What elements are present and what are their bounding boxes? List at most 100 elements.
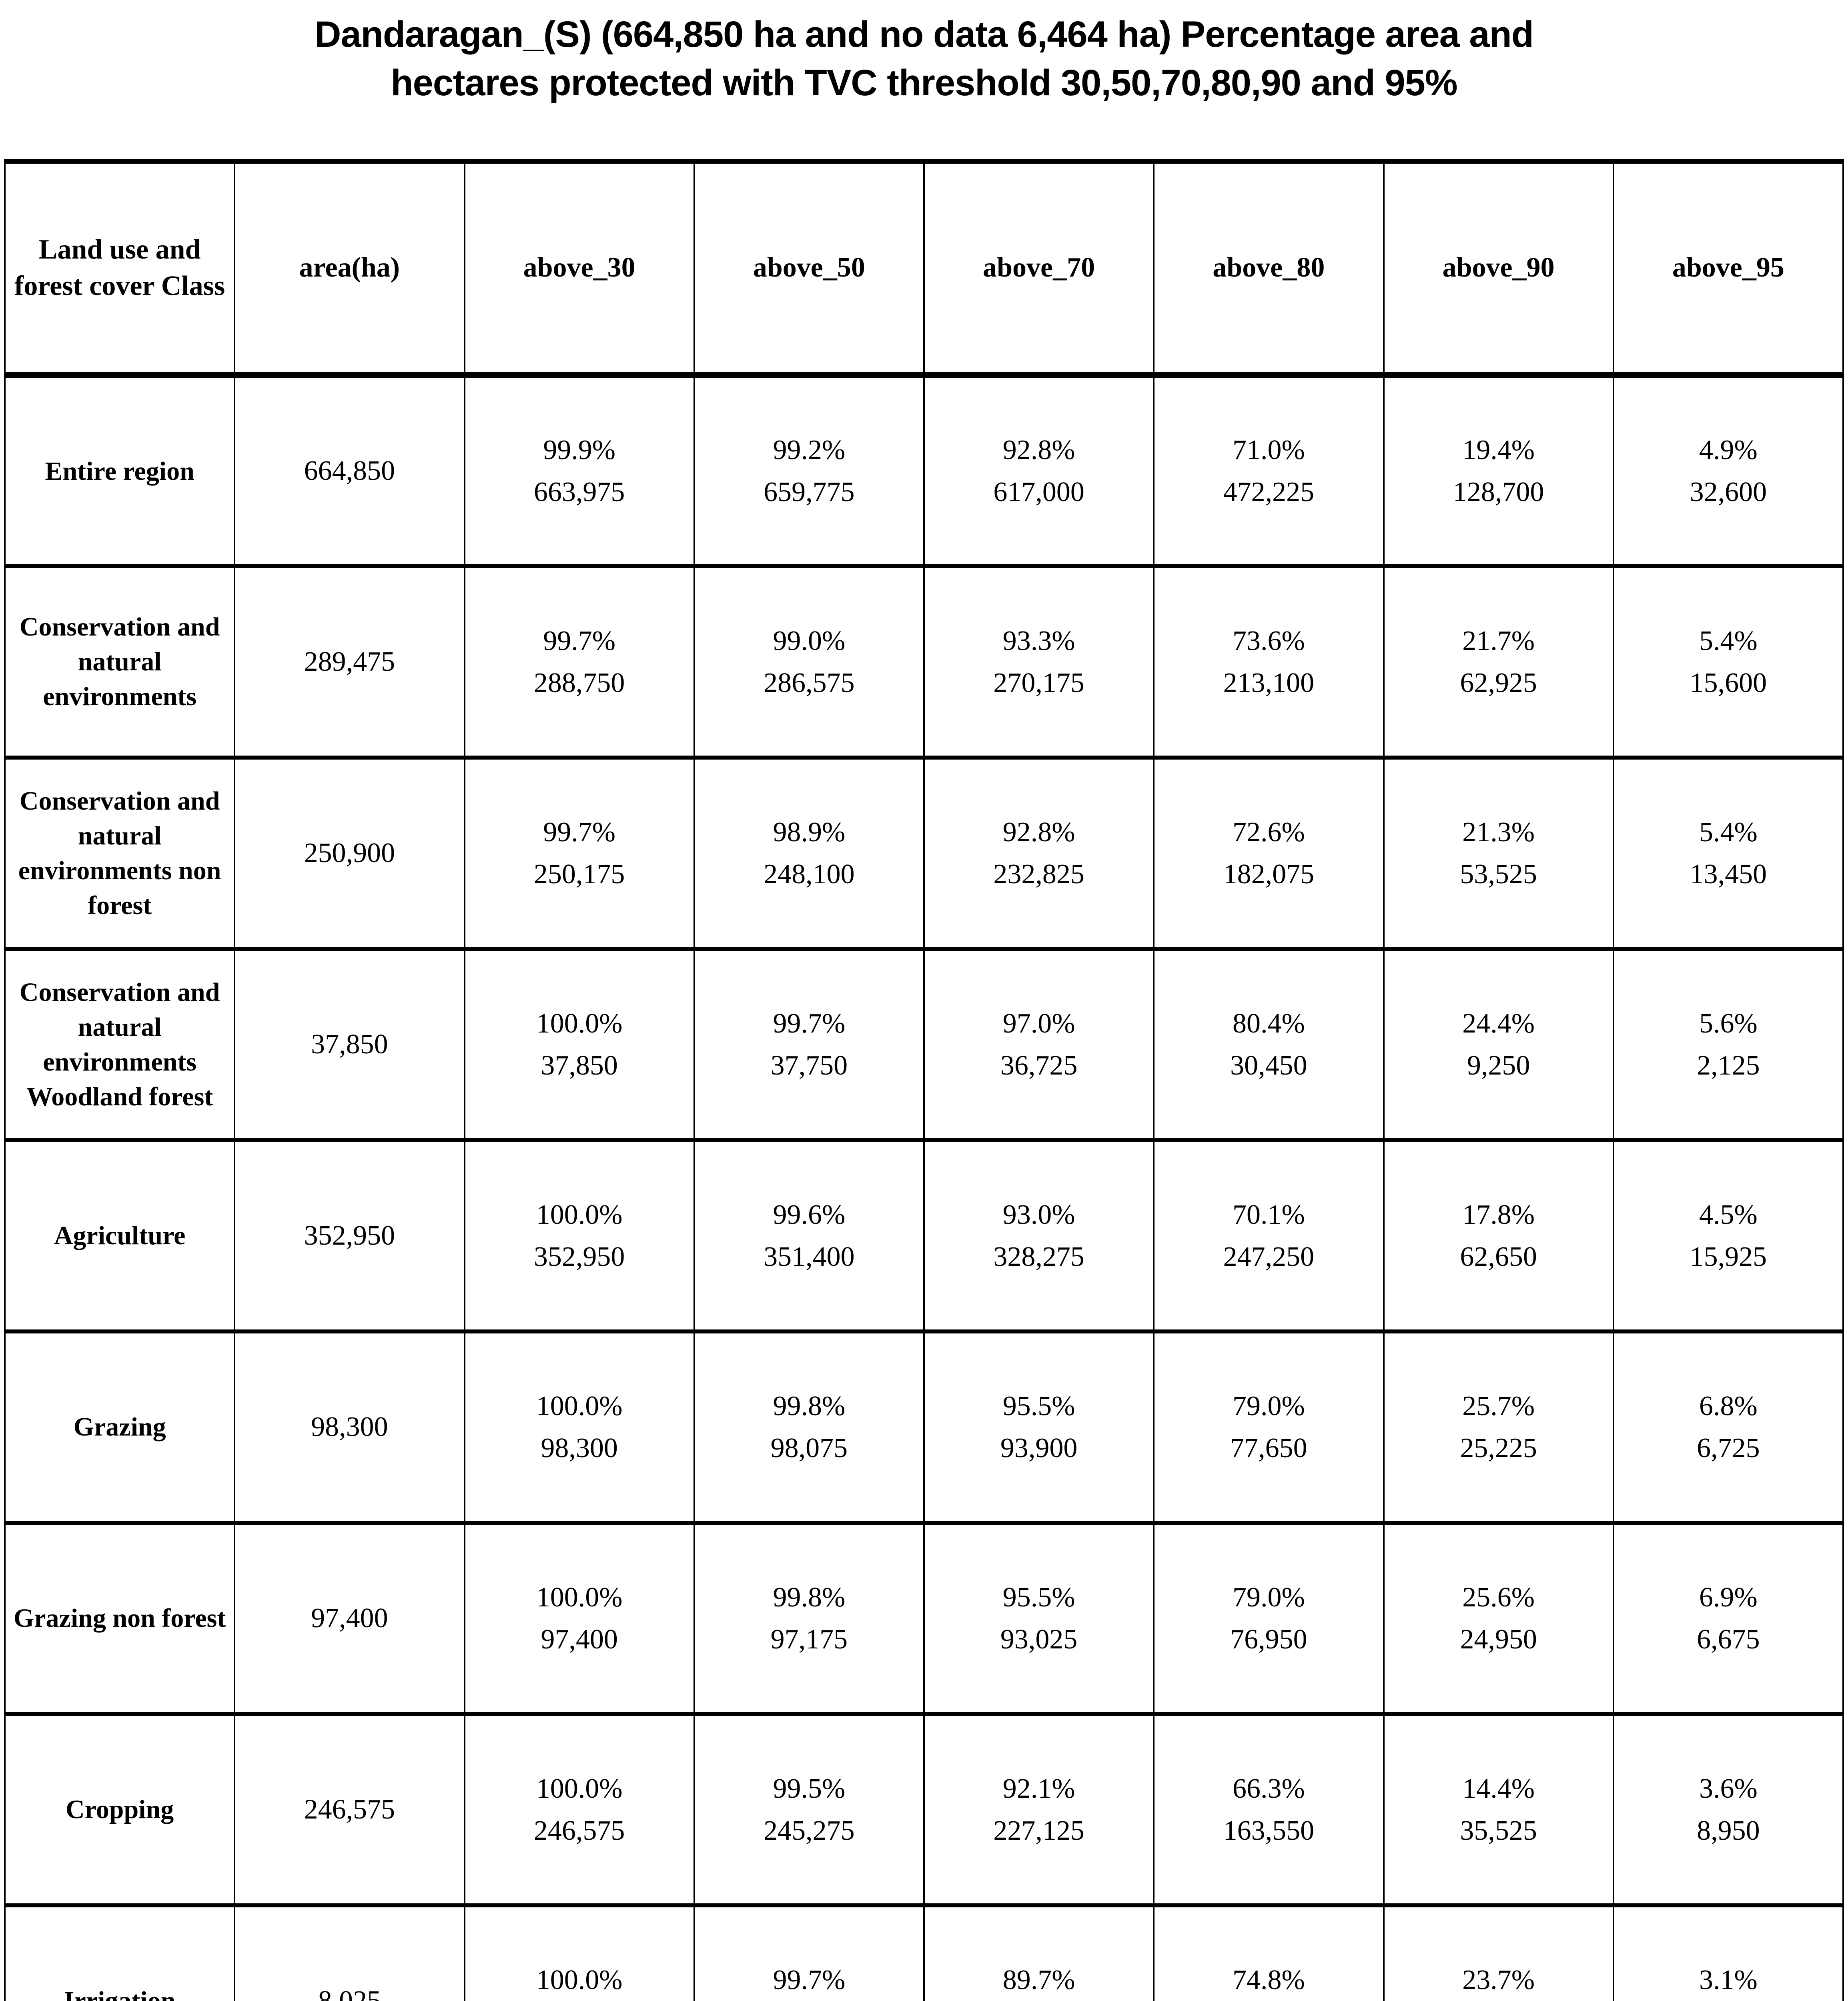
threshold-cell-above_95: 3.1%250 (1612, 1903, 1844, 2001)
percent-value: 99.8% (773, 1390, 846, 1422)
percent-value: 99.9% (543, 435, 616, 466)
percent-value: 99.2% (773, 435, 846, 466)
hectares-value: 76,950 (1230, 1624, 1307, 1655)
column-header-0: Land use and forest cover Class (4, 158, 236, 378)
area-value: 98,300 (234, 1329, 465, 1525)
threshold-cell-above_30: 100.0% 352,950 (463, 1138, 695, 1333)
hectares-value: 93,025 (1000, 1624, 1078, 1655)
threshold-cell-above_50: 99.2% 659,775 (693, 373, 925, 568)
hectares-value: 24,950 (1460, 1624, 1537, 1655)
percent-value: 25.6% (1462, 1582, 1535, 1613)
hectares-value: 286,575 (764, 667, 855, 698)
threshold-cell-above_80: 79.0% 77,650 (1153, 1329, 1385, 1525)
table-row-7: Cropping 246,575 100.0% 246,575 99.5% 245,275… (4, 1712, 1844, 1907)
column-header-5: above_80 (1153, 158, 1385, 378)
hectares-value: 13,450 (1690, 858, 1767, 890)
hectares-value: 98,300 (541, 1432, 618, 1464)
percent-value: 19.4% (1462, 435, 1535, 466)
column-header-3: above_50 (693, 158, 925, 378)
hectares-value: 77,650 (1230, 1432, 1307, 1464)
table-row-8: Irrigation8,025100.0%8,02599.7%8,00089.7… (4, 1903, 1844, 2001)
threshold-cell-above_70: 92.8% 617,000 (923, 373, 1155, 568)
percent-value: 99.7% (773, 1964, 846, 1995)
threshold-cell-above_30: 99.7% 250,175 (463, 755, 695, 951)
hectares-value: 53,525 (1460, 858, 1537, 890)
percent-value: 95.5% (1002, 1390, 1075, 1422)
hectares-value: 213,100 (1223, 667, 1315, 698)
hectares-value: 9,250 (1467, 1050, 1530, 1081)
percent-value: 92.1% (1002, 1773, 1075, 1804)
percent-value: 71.0% (1232, 435, 1305, 466)
hectares-value: 97,175 (770, 1624, 848, 1655)
threshold-cell-above_50: 99.7%8,000 (693, 1903, 925, 2001)
threshold-cell-above_30: 100.0% 246,575 (463, 1712, 695, 1907)
hectares-value: 617,000 (993, 477, 1084, 508)
percent-value: 92.8% (1002, 816, 1075, 848)
threshold-cell-above_80: 79.0% 76,950 (1153, 1520, 1385, 1716)
column-header-4: above_70 (923, 158, 1155, 378)
hectares-value: 163,550 (1223, 1815, 1315, 1846)
hectares-value: 35,525 (1460, 1815, 1537, 1846)
threshold-cell-above_80: 72.6% 182,075 (1153, 755, 1385, 951)
area-value: 664,850 (234, 373, 465, 568)
percent-value: 98.9% (773, 816, 846, 848)
table-row-2: Conservation and natural environments no… (4, 755, 1844, 951)
table-header-row: Land use and forest cover Class area(ha) a… (4, 158, 1844, 378)
percent-value: 79.0% (1232, 1390, 1305, 1422)
threshold-cell-above_70: 93.0% 328,275 (923, 1138, 1155, 1333)
row-label: Cropping (4, 1712, 236, 1907)
threshold-cell-above_95: 6.9% 6,675 (1612, 1520, 1844, 1716)
percent-value: 24.4% (1462, 1008, 1535, 1039)
percent-value: 5.6% (1699, 1008, 1758, 1039)
threshold-cell-above_50: 99.8% 97,175 (693, 1520, 925, 1716)
threshold-cell-above_90: 19.4% 128,700 (1383, 373, 1614, 568)
hectares-value: 352,950 (533, 1241, 625, 1272)
percent-value: 100.0% (536, 1582, 623, 1613)
page-title: Dandaragan_(S) (664,850 ha and no data 6… (0, 0, 1848, 108)
threshold-cell-above_95: 6.8% 6,725 (1612, 1329, 1844, 1525)
hectares-value: 182,075 (1223, 858, 1315, 890)
row-label: Grazing (4, 1329, 236, 1525)
hectares-value: 97,400 (541, 1624, 618, 1655)
column-header-7: above_95 (1612, 158, 1844, 378)
page-title-line1: Dandaragan_(S) (664,850 ha and no data 6… (315, 14, 1534, 55)
hectares-value: 270,175 (993, 667, 1084, 698)
threshold-cell-above_95: 3.6% 8,950 (1612, 1712, 1844, 1907)
percent-value: 21.7% (1462, 625, 1535, 656)
percent-value: 100.0% (536, 1199, 623, 1230)
percent-value: 6.8% (1699, 1390, 1758, 1422)
percent-value: 99.5% (773, 1773, 846, 1804)
area-value: 97,400 (234, 1520, 465, 1716)
table-row-1: Conservation and natural environments 289… (4, 564, 1844, 760)
table-row-3: Conservation and natural environments Wo… (4, 946, 1844, 1142)
hectares-value: 351,400 (764, 1241, 855, 1272)
hectares-value: 288,750 (533, 667, 625, 698)
threshold-cell-above_80: 74.8%6,000 (1153, 1903, 1385, 2001)
hectares-value: 6,725 (1697, 1432, 1760, 1464)
hectares-value: 246,575 (533, 1815, 625, 1846)
percent-value: 73.6% (1232, 625, 1305, 656)
percent-value: 17.8% (1462, 1199, 1535, 1230)
percent-value: 99.0% (773, 625, 846, 656)
threshold-cell-above_50: 99.8% 98,075 (693, 1329, 925, 1525)
percent-value: 89.7% (1002, 1964, 1075, 1995)
hectares-value: 248,100 (764, 858, 855, 890)
hectares-value: 25,225 (1460, 1432, 1537, 1464)
percent-value: 23.7% (1462, 1964, 1535, 1995)
table-row-6: Grazing non forest 97,400 100.0% 97,400 99.8… (4, 1520, 1844, 1716)
percent-value: 93.3% (1002, 625, 1075, 656)
hectares-value: 2,125 (1697, 1050, 1760, 1081)
area-value: 250,900 (234, 755, 465, 951)
hectares-value: 247,250 (1223, 1241, 1315, 1272)
threshold-cell-above_80: 66.3% 163,550 (1153, 1712, 1385, 1907)
row-label: Grazing non forest (4, 1520, 236, 1716)
percent-value: 79.0% (1232, 1582, 1305, 1613)
threshold-cell-above_95: 4.5% 15,925 (1612, 1138, 1844, 1333)
threshold-cell-above_90: 21.3% 53,525 (1383, 755, 1614, 951)
percent-value: 80.4% (1232, 1008, 1305, 1039)
percent-value: 4.9% (1699, 435, 1758, 466)
column-header-1: area(ha) (234, 158, 465, 378)
column-header-2: above_30 (463, 158, 695, 378)
hectares-value: 232,825 (993, 858, 1084, 890)
